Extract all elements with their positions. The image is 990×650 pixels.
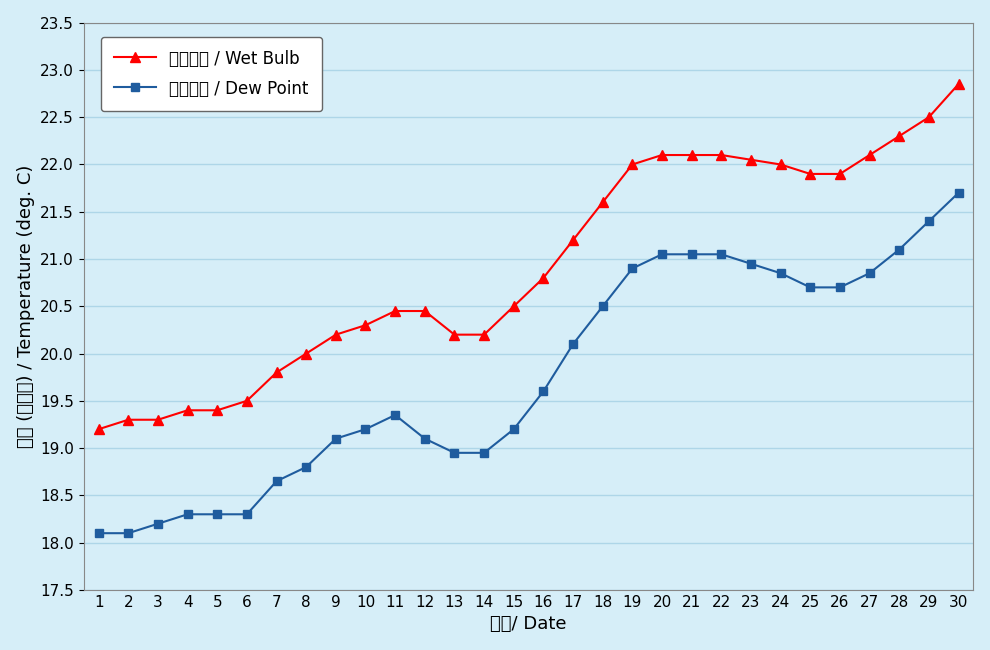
露點溫度 / Dew Point	[448, 449, 460, 457]
露點溫度 / Dew Point	[211, 510, 223, 518]
露點溫度 / Dew Point	[419, 435, 431, 443]
露點溫度 / Dew Point	[123, 529, 135, 537]
濕球溫度 / Wet Bulb	[389, 307, 401, 315]
濕球溫度 / Wet Bulb	[448, 331, 460, 339]
濕球溫度 / Wet Bulb	[538, 274, 549, 282]
露點溫度 / Dew Point	[893, 246, 905, 254]
露點溫度 / Dew Point	[478, 449, 490, 457]
露點溫度 / Dew Point	[834, 283, 845, 291]
濕球溫度 / Wet Bulb	[686, 151, 698, 159]
濕球溫度 / Wet Bulb	[270, 369, 282, 376]
露點溫度 / Dew Point	[241, 510, 252, 518]
濕球溫度 / Wet Bulb	[952, 80, 964, 88]
濕球溫度 / Wet Bulb	[419, 307, 431, 315]
濕球溫度 / Wet Bulb	[300, 350, 312, 358]
濕球溫度 / Wet Bulb	[508, 302, 520, 310]
Y-axis label: 溫度 (攝氏度) / Temperature (deg. C): 溫度 (攝氏度) / Temperature (deg. C)	[17, 164, 35, 448]
露點溫度 / Dew Point	[656, 250, 668, 258]
露點溫度 / Dew Point	[567, 340, 579, 348]
濕球溫度 / Wet Bulb	[893, 132, 905, 140]
濕球溫度 / Wet Bulb	[359, 321, 371, 329]
露點溫度 / Dew Point	[952, 189, 964, 197]
Line: 露點溫度 / Dew Point: 露點溫度 / Dew Point	[94, 188, 962, 538]
濕球溫度 / Wet Bulb	[804, 170, 816, 178]
X-axis label: 日期/ Date: 日期/ Date	[490, 616, 567, 633]
濕球溫度 / Wet Bulb	[774, 161, 786, 168]
濕球溫度 / Wet Bulb	[627, 161, 639, 168]
露點溫度 / Dew Point	[627, 265, 639, 272]
濕球溫度 / Wet Bulb	[152, 416, 164, 424]
濕球溫度 / Wet Bulb	[211, 406, 223, 414]
露點溫度 / Dew Point	[300, 463, 312, 471]
露點溫度 / Dew Point	[597, 302, 609, 310]
露點溫度 / Dew Point	[359, 425, 371, 433]
露點溫度 / Dew Point	[270, 477, 282, 485]
濕球溫度 / Wet Bulb	[181, 406, 193, 414]
濕球溫度 / Wet Bulb	[716, 151, 728, 159]
露點溫度 / Dew Point	[804, 283, 816, 291]
露點溫度 / Dew Point	[923, 217, 935, 225]
露點溫度 / Dew Point	[389, 411, 401, 419]
露點溫度 / Dew Point	[330, 435, 342, 443]
濕球溫度 / Wet Bulb	[834, 170, 845, 178]
濕球溫度 / Wet Bulb	[123, 416, 135, 424]
露點溫度 / Dew Point	[538, 387, 549, 395]
Line: 濕球溫度 / Wet Bulb: 濕球溫度 / Wet Bulb	[94, 79, 963, 434]
Legend: 濕球溫度 / Wet Bulb, 露點溫度 / Dew Point: 濕球溫度 / Wet Bulb, 露點溫度 / Dew Point	[101, 36, 322, 111]
露點溫度 / Dew Point	[716, 250, 728, 258]
露點溫度 / Dew Point	[774, 269, 786, 277]
濕球溫度 / Wet Bulb	[597, 198, 609, 206]
濕球溫度 / Wet Bulb	[478, 331, 490, 339]
露點溫度 / Dew Point	[93, 529, 105, 537]
濕球溫度 / Wet Bulb	[656, 151, 668, 159]
露點溫度 / Dew Point	[152, 520, 164, 528]
露點溫度 / Dew Point	[863, 269, 875, 277]
露點溫度 / Dew Point	[745, 260, 757, 268]
濕球溫度 / Wet Bulb	[923, 113, 935, 121]
濕球溫度 / Wet Bulb	[330, 331, 342, 339]
露點溫度 / Dew Point	[686, 250, 698, 258]
濕球溫度 / Wet Bulb	[863, 151, 875, 159]
濕球溫度 / Wet Bulb	[241, 397, 252, 405]
濕球溫度 / Wet Bulb	[93, 425, 105, 433]
濕球溫度 / Wet Bulb	[567, 236, 579, 244]
露點溫度 / Dew Point	[508, 425, 520, 433]
露點溫度 / Dew Point	[181, 510, 193, 518]
濕球溫度 / Wet Bulb	[745, 156, 757, 164]
